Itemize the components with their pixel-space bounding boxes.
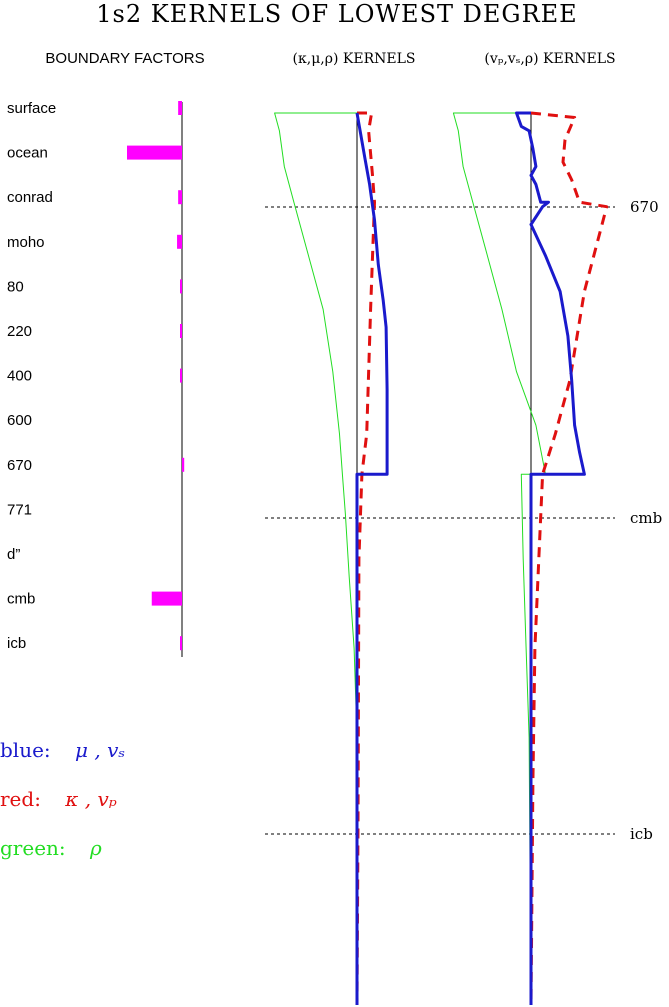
boundary-label-12: icb <box>7 635 26 652</box>
boundary-bar-11 <box>151 591 182 606</box>
legend-blue: blue: μ , vₛ <box>0 738 125 762</box>
boundary-label-6: 400 <box>7 368 32 385</box>
marker-label-cmb: cmb <box>630 509 662 527</box>
kmr-series-0 <box>274 112 358 1005</box>
marker-label-670: 670 <box>630 198 659 216</box>
boundary-label-9: 771 <box>7 501 32 518</box>
boundary-bar-3 <box>177 234 182 249</box>
boundary-label-7: 600 <box>7 412 32 429</box>
boundary-bar-2 <box>178 190 182 205</box>
boundary-label-4: 80 <box>7 278 24 295</box>
boundary-label-1: ocean <box>7 145 48 162</box>
legend-blue-symbols: μ , vₛ <box>75 738 125 762</box>
boundary-label-0: surface <box>7 100 56 117</box>
legend-green-symbols: ρ <box>89 836 102 860</box>
boundary-bar-5 <box>180 324 182 338</box>
vvr-panel-title: (vₚ,vₛ,ρ) KERNELS <box>484 51 615 67</box>
boundary-label-11: cmb <box>7 591 35 608</box>
legend-red-symbols: κ , vₚ <box>64 787 116 811</box>
boundary-bar-1 <box>127 145 182 160</box>
vvr-series-0 <box>452 112 546 1006</box>
vvr-series-2 <box>515 111 586 1005</box>
depth-marker-lines: 670 cmb icb <box>265 198 662 843</box>
legend-green-label: green: <box>0 836 66 860</box>
boundary-factors-chart: surface ocean conrad moho 80 220 400 600 670 771 d… <box>7 100 185 657</box>
vvr-series-1 <box>529 111 609 1006</box>
kmr-series-1 <box>355 111 376 1006</box>
vvr-kernel-chart <box>452 111 609 1006</box>
kmr-kernel-chart <box>274 111 389 1006</box>
boundary-panel-title: BOUNDARY FACTORS <box>45 50 204 67</box>
boundary-bar-4 <box>180 279 182 294</box>
boundary-bar-0 <box>178 101 182 115</box>
legend-red-label: red: <box>0 787 41 811</box>
legend: blue: μ , vₛ red: κ , vₚ green: ρ <box>0 738 125 860</box>
kmr-series-2 <box>355 112 389 1005</box>
legend-blue-label: blue: <box>0 738 51 762</box>
boundary-bar-12 <box>180 636 182 651</box>
boundary-label-2: conrad <box>7 189 53 206</box>
boundary-label-8: 670 <box>7 457 32 474</box>
boundary-label-10: d” <box>7 546 20 563</box>
boundary-label-3: moho <box>7 234 45 251</box>
marker-label-icb: icb <box>630 825 653 843</box>
boundary-label-5: 220 <box>7 323 32 340</box>
legend-red: red: κ , vₚ <box>0 787 117 811</box>
legend-green: green: ρ <box>0 836 102 860</box>
boundary-bar-6 <box>180 368 182 383</box>
kmr-panel-title: (κ,μ,ρ) KERNELS <box>293 51 416 67</box>
figure-title: 1s2 KERNELS OF LOWEST DEGREE <box>96 0 577 28</box>
boundary-bar-8 <box>182 457 185 472</box>
